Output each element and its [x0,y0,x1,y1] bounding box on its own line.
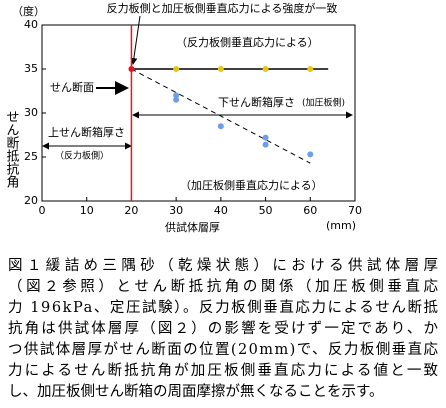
point [262,134,269,141]
plot-frame [41,24,356,202]
point [128,66,135,72]
x-tick-label: 70 [348,204,362,217]
point [262,66,269,72]
x-tick-label: 20 [124,204,138,217]
x-tick-label: 10 [80,204,94,217]
caption-line: 力 196kPa、定圧試験）。反力板側垂直応力によるせん断抵 [8,298,439,316]
chart-title: 反力板側と加圧板側垂直応力による強度が一致 [107,1,338,15]
x-tick-label: 40 [214,204,228,217]
annotation: 下せん断箱厚さ [218,95,295,109]
caption-line: し、加圧板側せん断箱の周面摩擦が無くなることを示す。 [8,382,384,400]
annotation: （反力板側垂直応力による） [176,35,319,49]
y-tick-label: 40 [24,18,38,31]
y-tick-label: 20 [24,194,38,207]
x-tick-label: 0 [39,204,46,217]
point [173,92,180,99]
caption-line: 抗角は供試体層厚（図２）の影響を受けず一定であり、か [8,319,438,337]
caption-line: 力によるせん断抵抗角が加圧板側垂直応力による値と一致 [8,361,439,379]
point [217,66,224,72]
annotation: (加圧板側) [302,97,345,109]
point [173,66,180,72]
caption: 図１緩詰め三隅砂（乾燥状態）における供試体層厚 （図２参照）とせん断抵抗角の関係（… [8,257,439,400]
trend-line [131,68,311,164]
y-label: せん断抵抗角 [4,110,20,189]
point [262,141,269,148]
x-tick-label: 30 [169,204,183,217]
arrow [130,15,141,65]
x-tick-label: 50 [259,204,273,217]
x-tick-label: 60 [303,204,317,217]
annotation: 上せん断箱厚さ [48,125,125,139]
point [307,151,314,158]
y-tick-label: 30 [24,106,38,119]
caption-line: 図１緩詰め三隅砂（乾燥状態）における供試体層厚 [8,257,438,274]
point [217,123,224,130]
annotation: （反力板側） [55,150,109,162]
y-tick-label: 25 [24,150,38,163]
y-unit: （度） [12,4,45,18]
annotation: （加圧板側垂直応力による） [180,178,323,192]
point [173,96,180,103]
caption-line: つ供試体層厚がせん断面の位置(20mm)で、反力板側垂直応 [8,340,439,358]
point [307,66,314,72]
x-label: 供試体層厚 [165,220,220,234]
x-unit: (mm) [326,219,356,232]
caption-line: （図２参照）とせん断抵抗角の関係（加圧板側垂直応 [8,277,439,295]
annotation: せん断面 [50,80,94,94]
y-tick-label: 35 [24,62,38,75]
